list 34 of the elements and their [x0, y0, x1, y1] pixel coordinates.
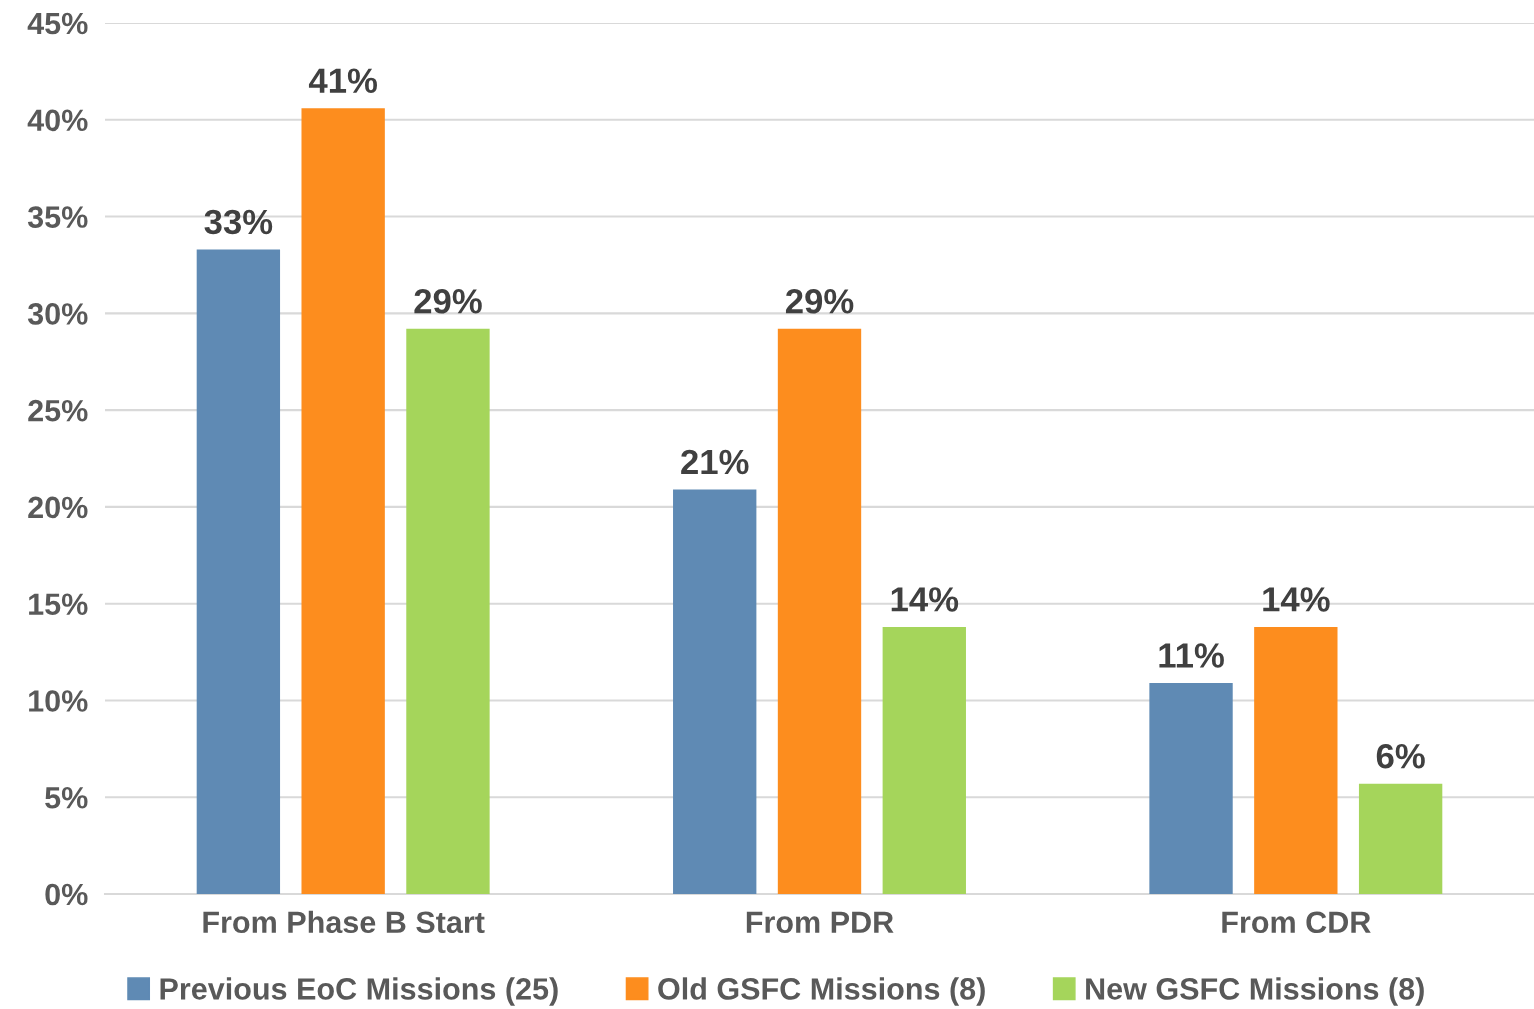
- legend-label: Old GSFC Missions (8): [658, 977, 985, 1006]
- bar: [1358, 783, 1443, 894]
- bar: [196, 249, 281, 894]
- y-tick-label: 40%: [27, 109, 88, 132]
- y-tick-label: 20%: [28, 496, 88, 519]
- data-label: 6%: [1376, 743, 1425, 769]
- legend-label: Previous EoC Missions (25): [160, 977, 558, 1006]
- x-tick-label: From Phase B Start: [203, 910, 485, 934]
- data-label: 33%: [204, 209, 273, 235]
- data-label: 14%: [1263, 587, 1330, 612]
- y-tick-label: 10%: [29, 690, 88, 712]
- y-tick-label: 25%: [28, 399, 88, 422]
- x-tick-label: From CDR: [1222, 911, 1371, 934]
- y-tick-label: 5%: [45, 787, 88, 809]
- y-tick-label: 35%: [27, 206, 88, 228]
- data-label: 41%: [308, 68, 377, 93]
- bar: [777, 328, 862, 894]
- data-label: 29%: [785, 289, 854, 314]
- data-label: 21%: [681, 449, 749, 475]
- bar: [1254, 626, 1338, 894]
- y-tick-label: 15%: [29, 593, 88, 616]
- y-tick-label: 45%: [27, 12, 88, 35]
- bar: [301, 108, 385, 894]
- y-tick-label: 0%: [45, 883, 88, 906]
- data-label: 29%: [414, 289, 482, 314]
- bar: [406, 328, 490, 894]
- bar: [1149, 683, 1233, 894]
- y-tick-label: 30%: [27, 303, 88, 325]
- x-tick-label: From PDR: [746, 911, 894, 934]
- legend-label: New GSFC Missions (8): [1086, 977, 1424, 1006]
- bar: [673, 489, 757, 894]
- bar: [882, 626, 966, 894]
- data-label: 14%: [891, 587, 959, 612]
- data-label: 11%: [1159, 643, 1224, 668]
